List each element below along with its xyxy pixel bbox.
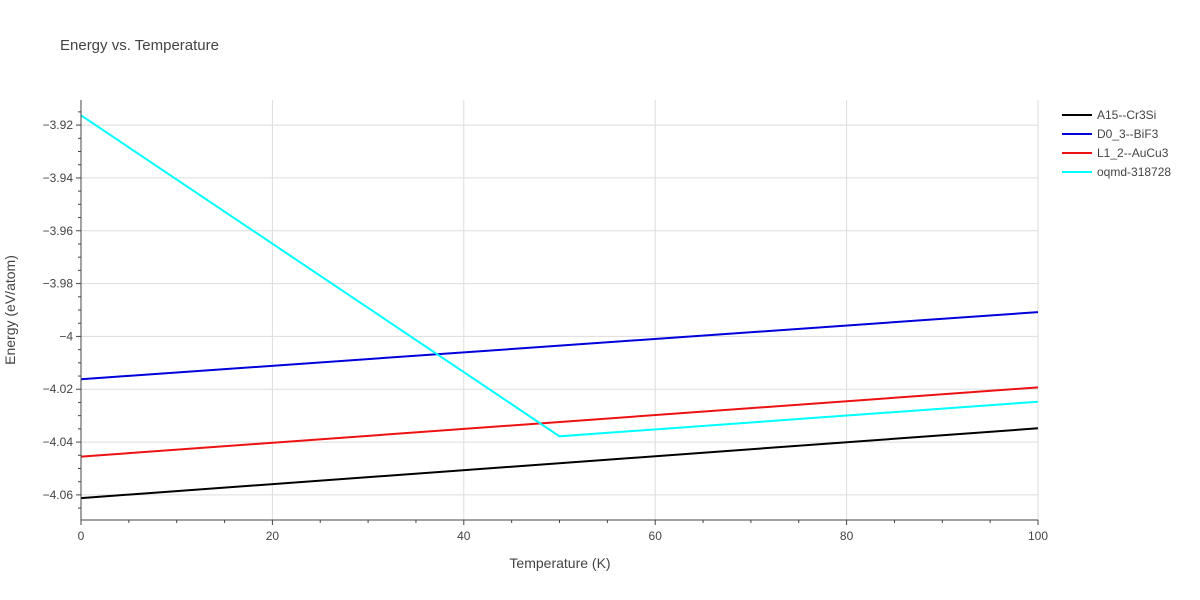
- legend-item-l1-2-aucu3[interactable]: L1_2--AuCu3: [1062, 146, 1169, 160]
- series-line-a15-cr3si: [80, 427, 1039, 500]
- grid: [81, 100, 1039, 520]
- plot-series: [80, 114, 1039, 500]
- x-tick-label: 20: [266, 529, 280, 543]
- y-tick-label: −3.94: [43, 171, 74, 185]
- y-tick-label: −4: [59, 329, 73, 343]
- x-tick-label: 40: [457, 529, 471, 543]
- axes: [76, 100, 1039, 525]
- series-line-l1-2-aucu3: [80, 386, 1039, 458]
- series-line-d0-3-bif3: [80, 311, 1039, 381]
- legend-item-a15-cr3si[interactable]: A15--Cr3Si: [1062, 108, 1156, 122]
- chart-title: Energy vs. Temperature: [60, 37, 219, 54]
- legend-item-d0-3-bif3[interactable]: D0_3--BiF3: [1062, 127, 1159, 141]
- y-tick-label: −3.98: [43, 277, 74, 291]
- legend-item-oqmd-318728[interactable]: oqmd-318728: [1062, 165, 1171, 179]
- y-axis-title: Energy (eV/atom): [2, 255, 18, 365]
- x-tick-label: 0: [78, 529, 85, 543]
- y-tick-label: −4.02: [43, 382, 74, 396]
- legend-label: oqmd-318728: [1097, 165, 1171, 179]
- x-tick-label: 80: [840, 529, 854, 543]
- legend-label: L1_2--AuCu3: [1097, 146, 1169, 160]
- legend-label: A15--Cr3Si: [1097, 108, 1156, 122]
- y-tick-label: −3.92: [43, 118, 74, 132]
- x-axis-title: Temperature (K): [509, 555, 610, 571]
- legend[interactable]: A15--Cr3Si D0_3--BiF3 L1_2--AuCu3 oqmd-3187…: [1062, 108, 1171, 179]
- y-tick-label: −4.04: [43, 435, 74, 449]
- x-tick-label: 60: [649, 529, 663, 543]
- tick-labels: 0 20 40 60 80 100 −4.06 −4.04 −4.02 −4 −3.98 −3.96 −…: [43, 118, 1049, 543]
- y-tick-label: −3.96: [43, 224, 74, 238]
- series-line-oqmd-318728: [80, 114, 1039, 438]
- y-tick-label: −4.06: [43, 488, 74, 502]
- legend-label: D0_3--BiF3: [1097, 127, 1159, 141]
- x-tick-label: 100: [1028, 529, 1048, 543]
